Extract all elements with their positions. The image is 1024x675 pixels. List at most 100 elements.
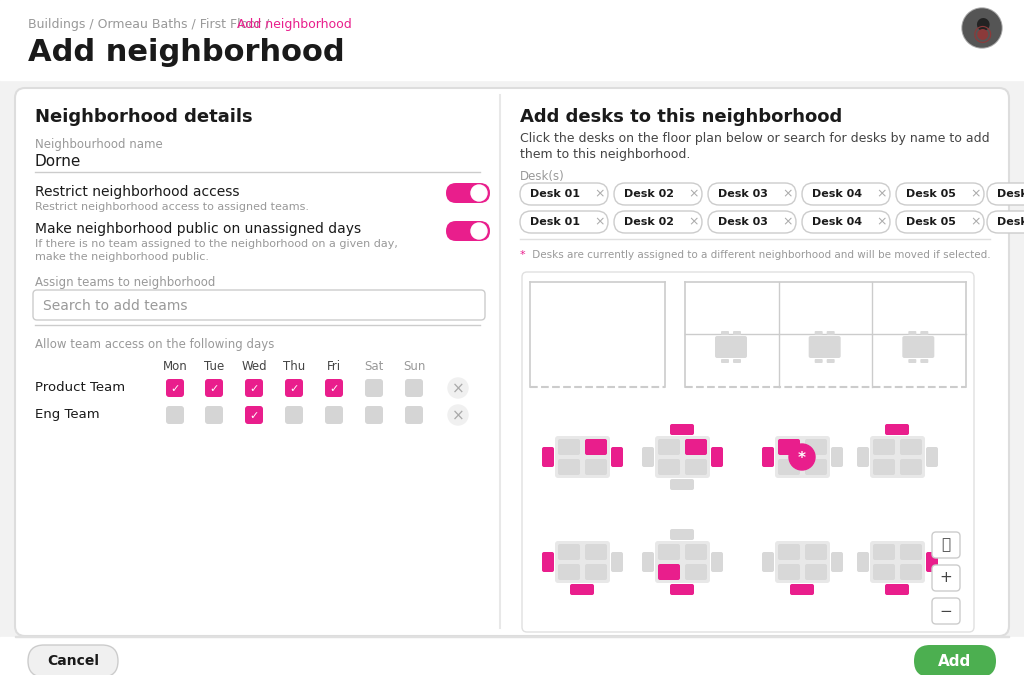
FancyBboxPatch shape xyxy=(721,359,729,363)
FancyBboxPatch shape xyxy=(658,459,680,475)
FancyBboxPatch shape xyxy=(658,564,680,580)
FancyBboxPatch shape xyxy=(900,544,922,560)
FancyBboxPatch shape xyxy=(685,564,707,580)
FancyBboxPatch shape xyxy=(932,598,961,624)
FancyBboxPatch shape xyxy=(987,183,1024,205)
FancyBboxPatch shape xyxy=(708,183,796,205)
FancyBboxPatch shape xyxy=(873,459,895,475)
Text: ×: × xyxy=(452,381,464,396)
FancyBboxPatch shape xyxy=(325,406,343,424)
Text: Product Team: Product Team xyxy=(35,381,125,394)
FancyBboxPatch shape xyxy=(611,552,623,572)
FancyBboxPatch shape xyxy=(873,564,895,580)
Text: Desk 01: Desk 01 xyxy=(530,189,580,199)
Text: Add neighborhood: Add neighborhood xyxy=(238,18,352,31)
Text: Desk 02: Desk 02 xyxy=(624,189,674,199)
FancyBboxPatch shape xyxy=(555,541,610,583)
FancyBboxPatch shape xyxy=(778,564,800,580)
FancyBboxPatch shape xyxy=(815,331,822,335)
Bar xyxy=(0,637,1024,675)
Text: −: − xyxy=(940,603,952,618)
FancyBboxPatch shape xyxy=(802,211,890,233)
Circle shape xyxy=(471,223,487,239)
Text: Desk 04: Desk 04 xyxy=(812,217,862,227)
FancyBboxPatch shape xyxy=(870,436,925,478)
Text: If there is no team assigned to the neighborhood on a given day,: If there is no team assigned to the neig… xyxy=(35,239,398,249)
FancyBboxPatch shape xyxy=(914,645,996,675)
FancyBboxPatch shape xyxy=(873,439,895,455)
FancyBboxPatch shape xyxy=(670,424,694,435)
FancyBboxPatch shape xyxy=(715,336,746,358)
FancyBboxPatch shape xyxy=(921,331,929,335)
Text: Desk 02: Desk 02 xyxy=(624,217,674,227)
FancyBboxPatch shape xyxy=(802,183,890,205)
FancyBboxPatch shape xyxy=(558,459,580,475)
FancyBboxPatch shape xyxy=(775,541,830,583)
FancyBboxPatch shape xyxy=(733,331,741,335)
Text: ×: × xyxy=(971,188,981,200)
Circle shape xyxy=(963,9,1001,47)
Text: ×: × xyxy=(971,215,981,229)
FancyBboxPatch shape xyxy=(166,406,184,424)
FancyBboxPatch shape xyxy=(285,406,303,424)
Text: Restrict neighborhood access: Restrict neighborhood access xyxy=(35,185,240,199)
Text: Desk 01: Desk 01 xyxy=(530,217,580,227)
Text: ×: × xyxy=(782,188,794,200)
FancyBboxPatch shape xyxy=(205,406,223,424)
FancyBboxPatch shape xyxy=(446,183,490,203)
Text: ×: × xyxy=(689,215,699,229)
FancyBboxPatch shape xyxy=(775,436,830,478)
Circle shape xyxy=(962,8,1002,48)
FancyBboxPatch shape xyxy=(325,379,343,397)
FancyBboxPatch shape xyxy=(908,331,916,335)
Text: ✓: ✓ xyxy=(290,384,299,394)
FancyBboxPatch shape xyxy=(245,379,263,397)
FancyBboxPatch shape xyxy=(542,552,554,572)
FancyBboxPatch shape xyxy=(805,439,827,455)
FancyBboxPatch shape xyxy=(831,447,843,467)
FancyBboxPatch shape xyxy=(926,447,938,467)
Text: Add desks to this neighborhood: Add desks to this neighborhood xyxy=(520,108,843,126)
FancyBboxPatch shape xyxy=(28,645,118,675)
Text: Add neighborhood: Add neighborhood xyxy=(28,38,345,67)
Text: Neighborhood details: Neighborhood details xyxy=(35,108,253,126)
Text: Desk 05: Desk 05 xyxy=(906,189,955,199)
FancyBboxPatch shape xyxy=(896,183,984,205)
Text: *: * xyxy=(520,250,525,260)
FancyBboxPatch shape xyxy=(902,336,934,358)
Text: Desks are currently assigned to a different neighborhood and will be moved if se: Desks are currently assigned to a differ… xyxy=(529,250,990,260)
FancyBboxPatch shape xyxy=(365,379,383,397)
Text: Dorne: Dorne xyxy=(35,154,81,169)
FancyBboxPatch shape xyxy=(778,544,800,560)
Text: make the neighborhood public.: make the neighborhood public. xyxy=(35,252,209,262)
Text: Assign teams to neighborhood: Assign teams to neighborhood xyxy=(35,276,215,289)
FancyBboxPatch shape xyxy=(873,544,895,560)
FancyBboxPatch shape xyxy=(711,447,723,467)
Text: Sun: Sun xyxy=(402,360,425,373)
FancyBboxPatch shape xyxy=(809,336,841,358)
Text: them to this neighborhood.: them to this neighborhood. xyxy=(520,148,690,161)
FancyBboxPatch shape xyxy=(611,447,623,467)
Text: ◉: ◉ xyxy=(973,24,991,44)
FancyBboxPatch shape xyxy=(15,88,1009,636)
FancyBboxPatch shape xyxy=(205,379,223,397)
FancyBboxPatch shape xyxy=(570,584,594,595)
Text: Wed: Wed xyxy=(242,360,267,373)
FancyBboxPatch shape xyxy=(555,436,610,478)
Text: Fri: Fri xyxy=(327,360,341,373)
FancyBboxPatch shape xyxy=(670,529,694,540)
FancyBboxPatch shape xyxy=(585,439,607,455)
FancyBboxPatch shape xyxy=(921,359,929,363)
Text: Desk 06: Desk 06 xyxy=(997,217,1024,227)
FancyBboxPatch shape xyxy=(642,552,654,572)
FancyBboxPatch shape xyxy=(655,541,710,583)
FancyBboxPatch shape xyxy=(711,552,723,572)
Text: Desk 05: Desk 05 xyxy=(906,217,955,227)
FancyBboxPatch shape xyxy=(885,584,909,595)
FancyBboxPatch shape xyxy=(857,552,869,572)
FancyBboxPatch shape xyxy=(987,211,1024,233)
FancyBboxPatch shape xyxy=(585,564,607,580)
FancyBboxPatch shape xyxy=(558,564,580,580)
FancyBboxPatch shape xyxy=(870,541,925,583)
FancyBboxPatch shape xyxy=(932,532,961,558)
